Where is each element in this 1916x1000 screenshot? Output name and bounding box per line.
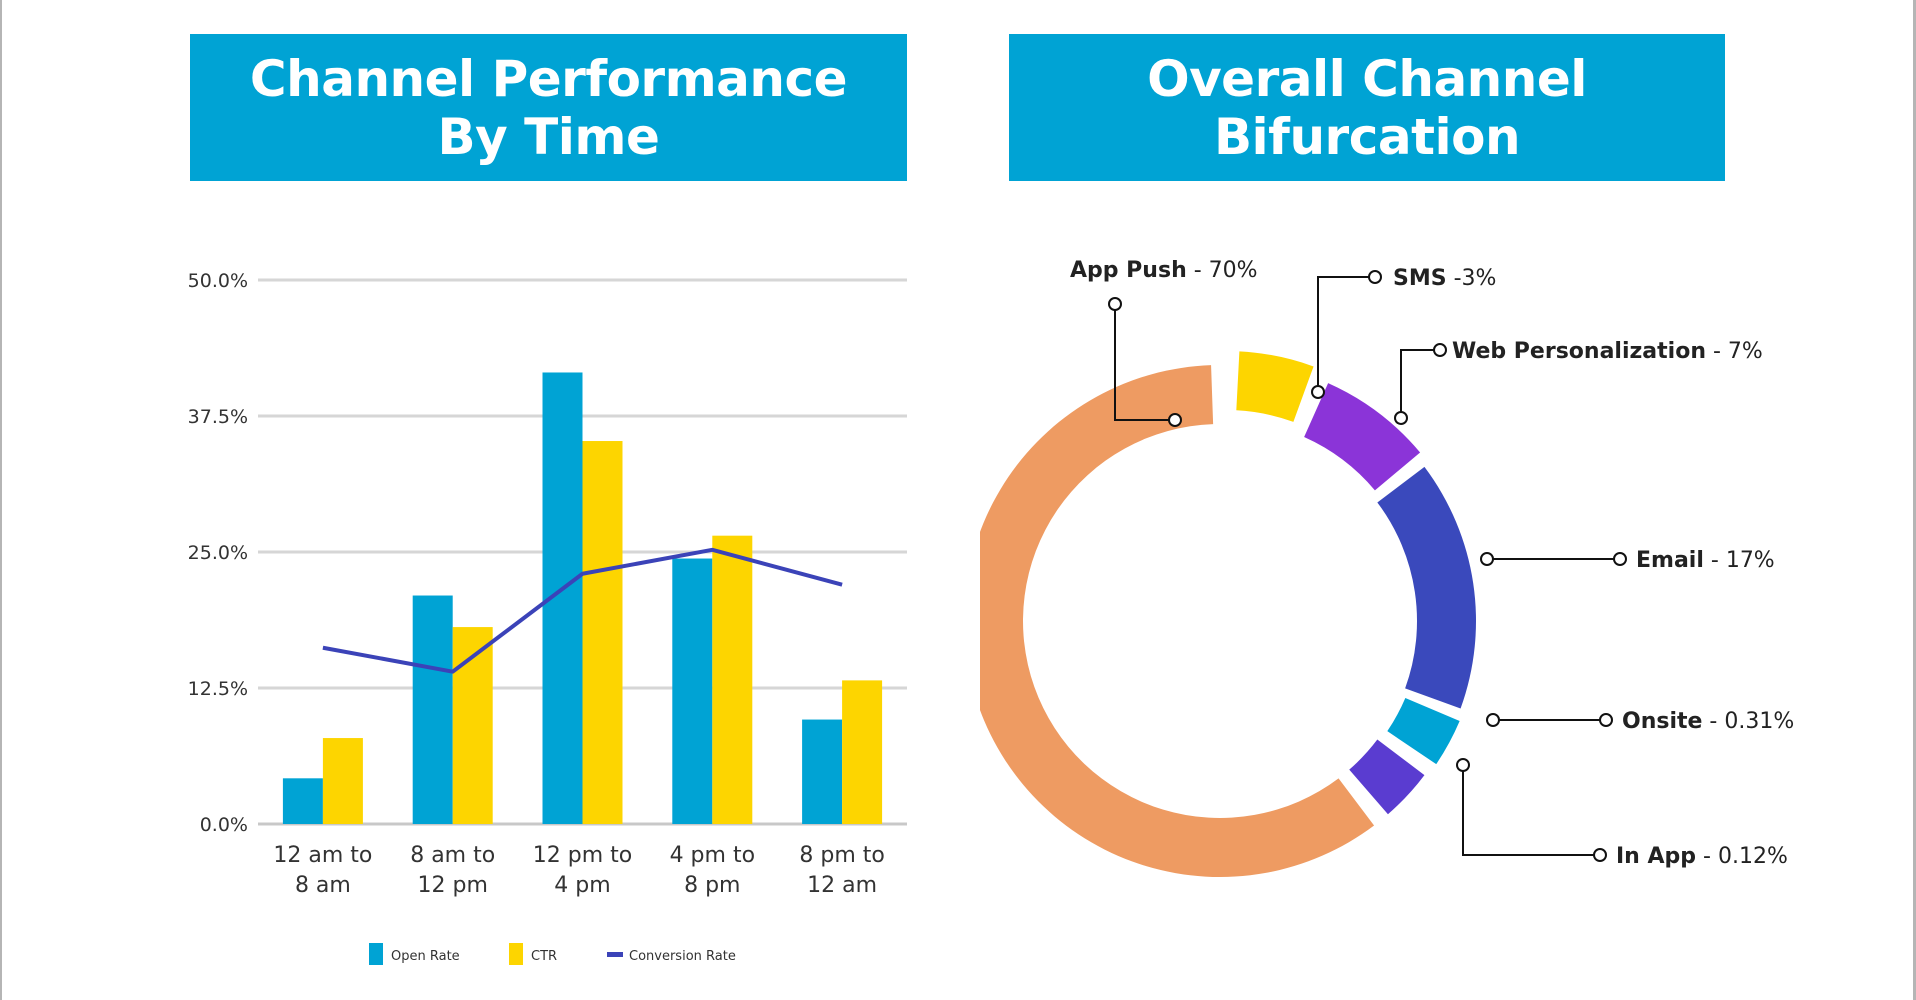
channel-performance-title-banner: Channel Performance By Time xyxy=(190,34,907,181)
callout-line xyxy=(1114,304,1175,421)
x-tick-label-line1: 12 am to xyxy=(273,843,372,868)
bar-ctr xyxy=(322,738,363,824)
channel-bifurcation-donut-chart: App Push - 70% SMS -3% Web Personalization… xyxy=(980,258,1794,877)
y-tick-label: 25.0% xyxy=(188,542,248,564)
x-tick-label-line2: 12 pm xyxy=(418,873,488,898)
legend-label: Open Rate xyxy=(391,949,460,964)
callout-end-dot xyxy=(1368,270,1382,284)
x-tick-label-line1: 4 pm to xyxy=(670,843,755,868)
legend-swatch xyxy=(509,943,523,965)
slice-value: - 0.12% xyxy=(1696,844,1788,869)
donut-slice-sms xyxy=(1236,351,1314,422)
bar-open-rate xyxy=(282,778,323,824)
callout-anchor-dot xyxy=(1480,552,1494,566)
slice-label: Onsite - 0.31% xyxy=(1622,709,1794,734)
banner-left-line2: By Time xyxy=(437,107,660,166)
callout-end-dot xyxy=(1613,552,1627,566)
bar-ctr xyxy=(712,535,753,824)
x-tick-label-line2: 12 am xyxy=(807,873,877,898)
slice-label: App Push - 70% xyxy=(1070,258,1258,283)
donut-slice-in-app xyxy=(1349,739,1425,815)
callout-end-dot xyxy=(1108,297,1122,311)
slice-label: Web Personalization - 7% xyxy=(1452,339,1763,364)
donut-slice-web-personalization xyxy=(1304,383,1421,491)
slice-name: SMS xyxy=(1393,266,1447,291)
callout-end-dot xyxy=(1433,343,1447,357)
channel-performance-bar-chart: 0.0% 12.5% 25.0% 37.5% 50.0% 12 am to 8 am 8 am… xyxy=(188,270,907,965)
donut-slice-onsite xyxy=(1387,697,1460,765)
callout-anchor-dot xyxy=(1486,713,1500,727)
callout-anchor-dot xyxy=(1311,385,1325,399)
banner-left-line1: Channel Performance xyxy=(249,49,848,108)
callout-line xyxy=(1400,349,1440,418)
slice-label: In App - 0.12% xyxy=(1616,844,1788,869)
callout-line xyxy=(1462,765,1600,856)
x-tick-label-line2: 4 pm xyxy=(554,873,610,898)
slice-name: In App xyxy=(1616,844,1696,869)
callout-end-dot xyxy=(1593,848,1607,862)
page-edge-right xyxy=(1913,0,1916,1000)
bar-open-rate xyxy=(412,595,453,824)
x-tick-label-line2: 8 pm xyxy=(684,873,740,898)
y-tick-label: 37.5% xyxy=(188,406,248,428)
callout-end-dot xyxy=(1599,713,1613,727)
x-tick-label-line1: 8 pm to xyxy=(799,843,884,868)
legend-label: CTR xyxy=(531,949,557,964)
slice-label: SMS -3% xyxy=(1393,266,1496,291)
slice-value: - 17% xyxy=(1704,548,1775,573)
slice-name: Email xyxy=(1636,548,1704,573)
x-tick-label-line2: 8 am xyxy=(295,873,351,898)
slice-value: -3% xyxy=(1447,266,1497,291)
donut-slice-app-push xyxy=(980,365,1375,877)
slice-name: Onsite xyxy=(1622,709,1702,734)
bar-open-rate xyxy=(802,719,843,824)
bar-ctr xyxy=(582,441,623,824)
callout-anchor-dot xyxy=(1168,413,1182,427)
banner-right-line1: Overall Channel xyxy=(1147,49,1587,108)
bar-open-rate xyxy=(672,558,713,824)
callout-line xyxy=(1317,276,1375,392)
y-tick-label: 50.0% xyxy=(188,270,248,292)
channel-bifurcation-title-banner: Overall Channel Bifurcation xyxy=(1009,34,1725,181)
slice-name: App Push xyxy=(1070,258,1187,283)
legend-swatch xyxy=(607,952,623,957)
slice-name: Web Personalization xyxy=(1452,339,1706,364)
bar-ctr xyxy=(452,627,493,824)
donut-slice-email xyxy=(1377,466,1476,709)
slice-value: - 0.31% xyxy=(1702,709,1794,734)
banner-right-line2: Bifurcation xyxy=(1213,107,1521,166)
callout-anchor-dot xyxy=(1456,758,1470,772)
legend-swatch xyxy=(369,943,383,965)
y-tick-label: 12.5% xyxy=(188,678,248,700)
slice-label: Email - 17% xyxy=(1636,548,1775,573)
y-tick-label: 0.0% xyxy=(200,814,248,836)
x-tick-label-line1: 12 pm to xyxy=(533,843,632,868)
bar-ctr xyxy=(842,680,883,824)
callout-anchor-dot xyxy=(1394,411,1408,425)
legend-label: Conversion Rate xyxy=(629,949,736,964)
slice-value: - 7% xyxy=(1706,339,1763,364)
x-tick-label-line1: 8 am to xyxy=(410,843,495,868)
slice-value: - 70% xyxy=(1187,258,1258,283)
page-edge-left xyxy=(0,0,2,1000)
